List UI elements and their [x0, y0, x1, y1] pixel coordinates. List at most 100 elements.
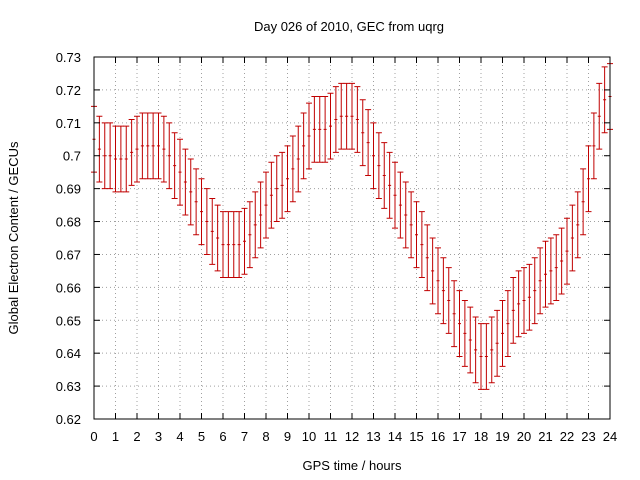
- data-point-errorbar: [354, 86, 361, 153]
- data-point-errorbar: [558, 227, 565, 295]
- data-point-errorbar: [225, 211, 232, 278]
- data-point-errorbar: [537, 247, 544, 315]
- y-tick-labels: 0.62 0.63 0.64 0.65 0.66 0.67 0.68 0.69 0.7 0.71 0…: [56, 50, 81, 427]
- data-point-errorbar: [150, 112, 157, 180]
- data-point-errorbar: [263, 171, 269, 239]
- data-point-errorbar: [203, 188, 210, 255]
- x-tick-label: 22: [560, 429, 574, 444]
- data-point-errorbar: [117, 125, 124, 193]
- y-tick-label: 0.63: [56, 379, 81, 394]
- data-point-errorbar: [338, 82, 345, 150]
- data-point-errorbar: [504, 290, 511, 357]
- data-point-errorbar: [316, 95, 323, 163]
- data-point-errorbar: [198, 178, 205, 246]
- data-point-errorbar: [101, 122, 108, 190]
- data-point-errorbar: [494, 309, 501, 377]
- data-point-errorbar: [349, 82, 355, 150]
- x-tick-label: 6: [219, 429, 226, 444]
- x-tick-label: 1: [112, 429, 119, 444]
- data-point-errorbar: [144, 112, 151, 180]
- data-point-errorbar: [375, 132, 382, 200]
- x-tick-label: 12: [345, 429, 359, 444]
- data-point-errorbar: [230, 211, 237, 278]
- y-tick-label: 0.72: [56, 83, 81, 98]
- x-tick-label: 9: [284, 429, 291, 444]
- data-point-errorbar: [268, 161, 275, 229]
- x-tick-label: 4: [176, 429, 183, 444]
- chart-title: Day 026 of 2010, GEC from uqrg: [254, 19, 444, 34]
- data-point-errorbar: [574, 191, 581, 259]
- data-point-errorbar: [515, 270, 522, 338]
- x-tick-label: 16: [431, 429, 445, 444]
- data-point-errorbar: [365, 109, 372, 176]
- data-point-errorbar: [590, 112, 597, 180]
- data-point-errorbar: [580, 168, 587, 236]
- data-point-errorbar: [553, 234, 560, 302]
- data-point-errorbar: [295, 125, 302, 193]
- data-point-errorbar: [526, 263, 533, 331]
- y-tick-label: 0.71: [56, 116, 81, 131]
- data-point-errorbar: [214, 204, 221, 272]
- data-point-errorbar: [435, 247, 441, 315]
- data-point-errorbar: [569, 204, 576, 272]
- y-tick-label: 0.67: [56, 247, 81, 262]
- data-point-errorbar: [241, 207, 248, 275]
- data-point-errorbar: [252, 191, 259, 259]
- data-point-errorbar: [488, 316, 495, 384]
- x-tick-label: 3: [155, 429, 162, 444]
- data-point-errorbar: [413, 201, 420, 269]
- data-point-errorbar: [531, 257, 538, 325]
- data-point-errorbar: [483, 323, 490, 390]
- x-tick-label: 15: [409, 429, 423, 444]
- data-point-errorbar: [177, 138, 183, 206]
- data-point-errorbar: [171, 132, 178, 200]
- data-points: [91, 63, 613, 390]
- data-point-errorbar: [155, 112, 162, 180]
- data-point-errorbar: [134, 115, 140, 183]
- y-tick-label: 0.73: [56, 50, 81, 65]
- data-point-errorbar: [585, 145, 592, 213]
- data-point-errorbar: [424, 224, 431, 292]
- x-tick-label: 24: [603, 429, 617, 444]
- data-point-errorbar: [472, 316, 479, 384]
- y-tick-label: 0.7: [63, 149, 81, 164]
- data-point-errorbar: [284, 145, 291, 213]
- data-point-errorbar: [273, 155, 280, 223]
- x-tick-label: 10: [302, 429, 316, 444]
- data-point-errorbar: [381, 142, 388, 209]
- data-point-errorbar: [332, 86, 339, 153]
- data-point-errorbar: [322, 95, 329, 163]
- data-point-errorbar: [478, 323, 484, 390]
- x-axis-label: GPS time / hours: [303, 458, 402, 473]
- x-tick-label: 18: [474, 429, 488, 444]
- axis-ticks: [93, 56, 611, 420]
- x-tick-label: 20: [517, 429, 531, 444]
- data-point-errorbar: [408, 191, 415, 259]
- x-tick-labels: 0 1 2 3 4 5 6 7 8 9 10 11 12 13 14 15 16 17 18 19 20 21 22 23 24: [90, 429, 617, 444]
- data-point-errorbar: [386, 151, 393, 219]
- data-point-errorbar: [182, 148, 189, 216]
- data-point-errorbar: [418, 211, 425, 278]
- data-point-errorbar: [461, 300, 468, 367]
- x-tick-label: 21: [538, 429, 552, 444]
- y-tick-label: 0.62: [56, 412, 81, 427]
- x-tick-label: 13: [366, 429, 380, 444]
- x-tick-label: 19: [495, 429, 509, 444]
- data-point-errorbar: [601, 66, 608, 134]
- data-point-errorbar: [445, 267, 452, 334]
- x-tick-label: 2: [133, 429, 140, 444]
- data-point-errorbar: [456, 290, 463, 357]
- data-point-errorbar: [139, 112, 146, 180]
- data-point-errorbar: [279, 151, 286, 219]
- data-point-errorbar: [107, 122, 114, 190]
- data-point-errorbar: [193, 168, 200, 236]
- data-point-errorbar: [402, 181, 409, 249]
- data-point-errorbar: [596, 82, 603, 150]
- data-point-errorbar: [311, 95, 318, 163]
- x-tick-label: 11: [324, 429, 338, 444]
- data-point-errorbar: [564, 217, 570, 285]
- data-point-errorbar: [160, 115, 167, 183]
- x-tick-label: 7: [241, 429, 248, 444]
- data-point-errorbar: [499, 300, 506, 367]
